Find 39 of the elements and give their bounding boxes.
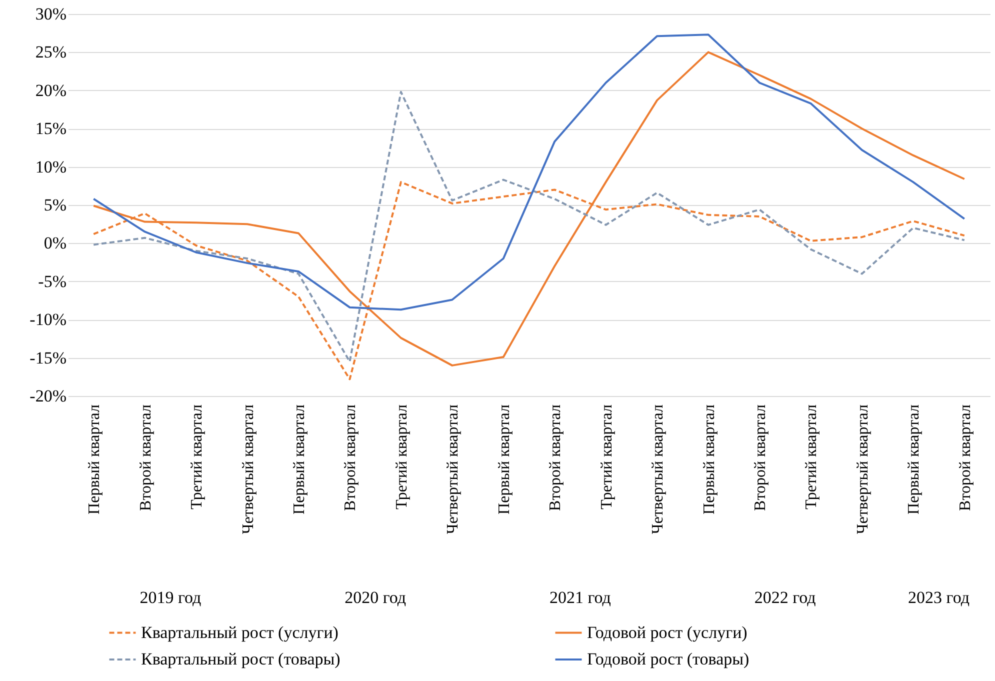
y-tick-label: -20% xyxy=(30,386,66,406)
y-tick-label: -10% xyxy=(30,310,66,330)
x-tick-label: Второй квартал xyxy=(342,404,360,511)
line-series xyxy=(92,34,966,311)
y-tick-label: -5% xyxy=(38,272,66,291)
y-tick-label: -15% xyxy=(30,348,66,368)
legend-label: Квартальный рост (товары) xyxy=(141,650,340,668)
y-tick-label: 20% xyxy=(35,80,66,100)
x-tick-label: Первый квартал xyxy=(496,404,513,514)
y-tick-label: 10% xyxy=(35,157,66,176)
y-tick-label: 0% xyxy=(44,234,66,253)
legend-label: Годовой рост (услуги) xyxy=(587,622,748,642)
text: 2022 год xyxy=(753,588,817,608)
x-tick-label: Второй квартал xyxy=(752,404,769,511)
text: 2019 год xyxy=(138,588,202,608)
x-tick-label: Второй квартал xyxy=(956,404,974,511)
text: 2020 год xyxy=(344,588,408,608)
x-tick-label: Четвертый квартал xyxy=(444,404,462,534)
text: 2023 год xyxy=(907,588,971,608)
legend-label: Квартальный рост (услуги) xyxy=(141,622,338,642)
x-tick-label: Третий квартал xyxy=(188,404,206,510)
text: 2021 год xyxy=(548,588,612,608)
x-tick-label: Второй квартал xyxy=(547,404,564,511)
x-tick-label: Третий квартал xyxy=(803,404,820,510)
y-tick-label: 15% xyxy=(35,119,66,138)
x-tick-label: Четвертый квартал xyxy=(854,404,872,534)
x-tick-label: Первый квартал xyxy=(86,404,104,514)
x-tick-label: Третий квартал xyxy=(598,404,616,510)
x-tick-label: Четвертый квартал xyxy=(240,404,257,534)
y-tick-label: 30% xyxy=(35,4,66,24)
legend-label: Годовой рост (товары) xyxy=(587,650,750,668)
x-tick-label: Первый квартал xyxy=(700,404,718,514)
y-tick-label: 25% xyxy=(35,42,66,62)
x-tick-label: Четвертый квартал xyxy=(650,404,667,534)
x-tick-label: Первый квартал xyxy=(291,404,308,514)
x-tick-label: Третий квартал xyxy=(393,404,410,510)
x-tick-label: Второй квартал xyxy=(137,404,154,511)
x-tick-label: Первый квартал xyxy=(906,404,923,514)
y-tick-label: 5% xyxy=(44,196,66,214)
